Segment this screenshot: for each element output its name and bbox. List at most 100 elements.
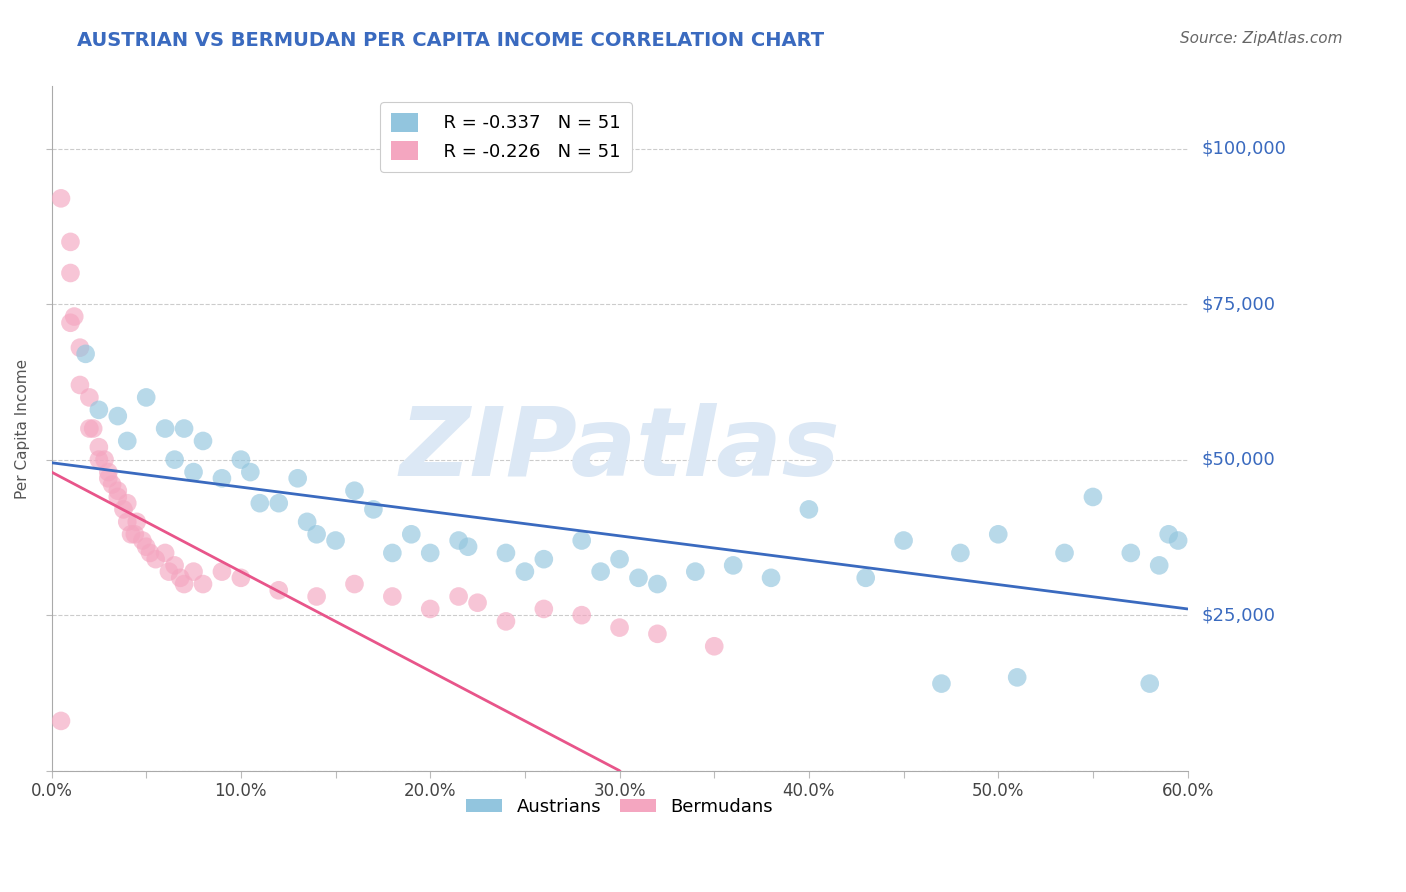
Point [191, 577, 214, 591]
Point [87, 440, 110, 454]
Point [69, 378, 91, 392]
Point [117, 496, 139, 510]
Point [1147, 558, 1170, 573]
Point [49, 714, 72, 728]
Point [75, 347, 97, 361]
Point [325, 533, 347, 548]
Point [69, 341, 91, 355]
Text: Source: ZipAtlas.com: Source: ZipAtlas.com [1180, 31, 1343, 46]
Point [120, 527, 142, 541]
Point [1005, 670, 1028, 684]
Point [381, 546, 404, 560]
Point [135, 540, 157, 554]
Y-axis label: Per Capita Income: Per Capita Income [15, 359, 30, 499]
Point [157, 565, 180, 579]
Point [139, 546, 162, 560]
Point [609, 621, 631, 635]
Point [513, 565, 536, 579]
Point [893, 533, 915, 548]
Point [173, 577, 195, 591]
Point [467, 596, 489, 610]
Point [931, 676, 953, 690]
Point [191, 434, 214, 448]
Text: ZIPatlas: ZIPatlas [399, 402, 839, 496]
Point [447, 533, 470, 548]
Point [363, 502, 385, 516]
Point [124, 527, 146, 541]
Point [79, 421, 101, 435]
Point [797, 502, 820, 516]
Point [125, 515, 148, 529]
Point [153, 546, 176, 560]
Point [183, 465, 205, 479]
Point [987, 527, 1010, 541]
Point [627, 571, 650, 585]
Point [401, 527, 423, 541]
Point [117, 515, 139, 529]
Point [419, 602, 441, 616]
Point [249, 496, 271, 510]
Text: $25,000: $25,000 [1201, 607, 1275, 624]
Point [173, 421, 195, 435]
Point [949, 546, 972, 560]
Point [457, 540, 479, 554]
Point [97, 471, 120, 485]
Point [447, 590, 470, 604]
Point [229, 571, 252, 585]
Point [87, 402, 110, 417]
Point [267, 496, 290, 510]
Point [107, 409, 129, 423]
Point [107, 490, 129, 504]
Point [97, 465, 120, 479]
Point [647, 577, 669, 591]
Point [419, 546, 441, 560]
Point [759, 571, 782, 585]
Point [112, 502, 135, 516]
Text: $50,000: $50,000 [1201, 450, 1275, 468]
Point [229, 452, 252, 467]
Point [267, 583, 290, 598]
Point [79, 391, 101, 405]
Text: AUSTRIAN VS BERMUDAN PER CAPITA INCOME CORRELATION CHART: AUSTRIAN VS BERMUDAN PER CAPITA INCOME C… [77, 31, 824, 50]
Point [211, 471, 233, 485]
Point [571, 533, 593, 548]
Point [82, 421, 104, 435]
Point [49, 191, 72, 205]
Point [571, 608, 593, 623]
Point [685, 565, 707, 579]
Point [609, 552, 631, 566]
Point [1081, 490, 1104, 504]
Point [1053, 546, 1076, 560]
Point [305, 590, 328, 604]
Point [135, 391, 157, 405]
Point [533, 602, 555, 616]
Point [647, 627, 669, 641]
Point [1139, 676, 1161, 690]
Point [305, 527, 328, 541]
Point [295, 515, 318, 529]
Point [855, 571, 877, 585]
Text: $75,000: $75,000 [1201, 295, 1275, 313]
Point [343, 577, 366, 591]
Point [59, 235, 82, 249]
Point [287, 471, 309, 485]
Point [495, 546, 517, 560]
Point [101, 477, 124, 491]
Point [495, 615, 517, 629]
Point [589, 565, 612, 579]
Text: $100,000: $100,000 [1201, 139, 1286, 158]
Point [183, 565, 205, 579]
Point [87, 452, 110, 467]
Point [145, 552, 167, 566]
Point [117, 434, 139, 448]
Point [381, 590, 404, 604]
Point [63, 310, 86, 324]
Point [1119, 546, 1142, 560]
Point [163, 452, 186, 467]
Point [1157, 527, 1180, 541]
Point [163, 558, 186, 573]
Point [343, 483, 366, 498]
Point [169, 571, 191, 585]
Point [59, 266, 82, 280]
Point [239, 465, 262, 479]
